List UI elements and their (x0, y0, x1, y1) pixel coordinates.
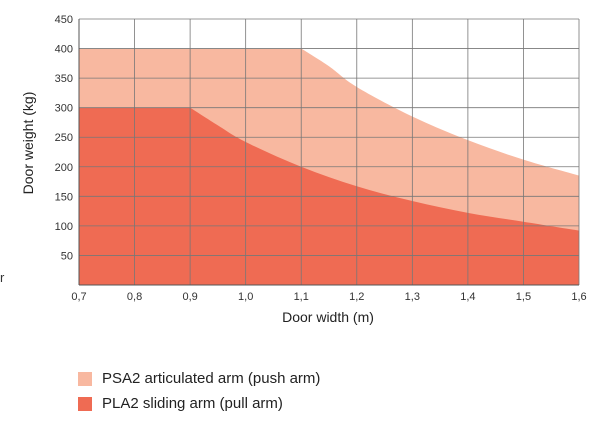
x-tick-label: 1,3 (405, 291, 420, 303)
y-tick-label: 400 (55, 44, 73, 56)
x-tick-label: 1,4 (460, 291, 475, 303)
x-tick-label: 1,2 (349, 291, 364, 303)
y-tick-label: 350 (55, 73, 73, 85)
x-tick-label: 1,1 (294, 291, 309, 303)
legend-item-pla2: PLA2 sliding arm (pull arm) (78, 391, 320, 416)
legend: PSA2 articulated arm (push arm) PLA2 sli… (78, 366, 320, 416)
y-tick-label: 300 (55, 103, 73, 115)
legend-swatch-pla2 (78, 396, 92, 411)
x-tick-label: 1,6 (571, 291, 586, 303)
legend-item-psa2: PSA2 articulated arm (push arm) (78, 366, 320, 391)
x-tick-label: 0,8 (127, 291, 142, 303)
y-tick-label: 100 (55, 221, 73, 233)
y-tick-label: 50 (61, 250, 73, 262)
legend-label-psa2: PSA2 articulated arm (push arm) (102, 370, 321, 387)
legend-swatch-psa2 (78, 371, 92, 386)
y-tick-label: 200 (55, 162, 73, 174)
x-tick-label: 1,5 (516, 291, 531, 303)
x-axis-label: Door width (m) (282, 309, 374, 325)
y-tick-label: 250 (55, 132, 73, 144)
x-tick-label: 0,9 (182, 291, 197, 303)
y-axis-label: Door weight (kg) (20, 92, 36, 195)
legend-label-pla2: PLA2 sliding arm (pull arm) (102, 395, 283, 412)
x-tick-label: 0,7 (71, 291, 86, 303)
stray-text: r (0, 270, 5, 285)
y-tick-label: 150 (55, 191, 73, 203)
y-tick-label: 450 (55, 14, 73, 26)
x-tick-label: 1,0 (238, 291, 253, 303)
